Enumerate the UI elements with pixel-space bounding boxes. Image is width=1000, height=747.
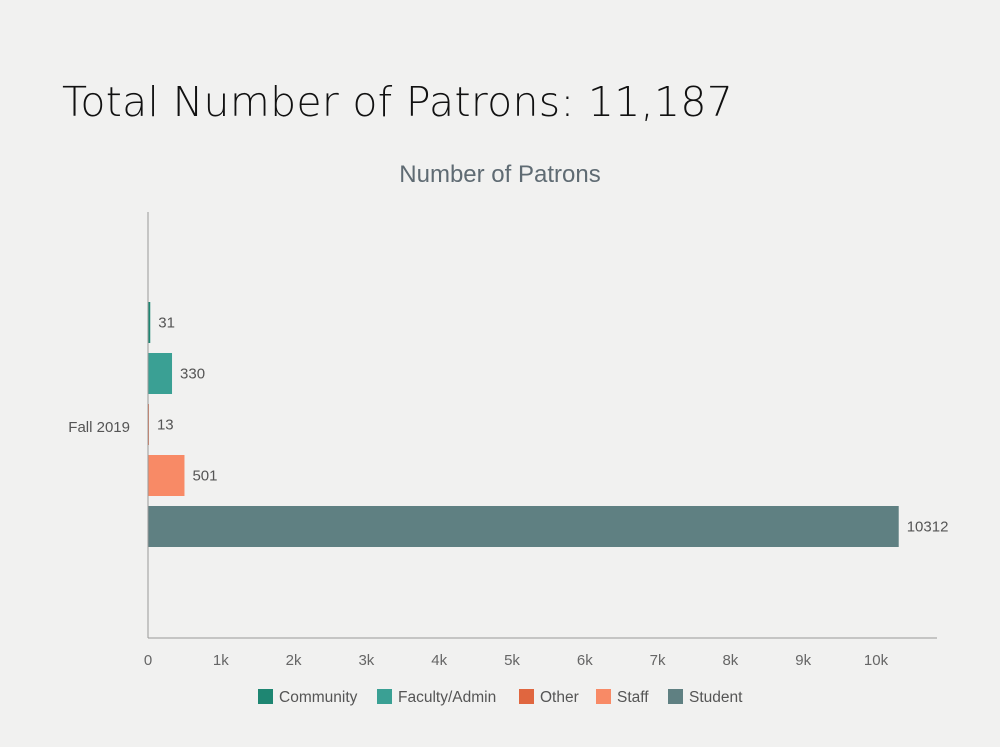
bar-student[interactable]: [148, 506, 899, 547]
x-tick-label: 2k: [286, 652, 302, 669]
data-label-staff: 501: [192, 468, 217, 485]
chart-title: Number of Patrons: [399, 161, 600, 188]
legend-swatch-faculty-admin[interactable]: [377, 689, 392, 704]
data-label-community: 31: [158, 315, 175, 332]
bar-community[interactable]: [148, 302, 151, 343]
legend-swatch-community[interactable]: [258, 689, 273, 704]
x-tick-label: 0: [144, 652, 152, 669]
legend-label-student[interactable]: Student: [689, 689, 743, 706]
x-tick-label: 3k: [358, 652, 374, 669]
x-tick-label: 7k: [650, 652, 666, 669]
x-tick-label: 6k: [577, 652, 593, 669]
page-title: Total Number of Patrons: 11,187: [62, 78, 734, 126]
x-tick-label: 8k: [722, 652, 738, 669]
legend-label-faculty-admin[interactable]: Faculty/Admin: [398, 689, 496, 706]
bar-staff[interactable]: [148, 455, 185, 496]
x-tick-label: 9k: [795, 652, 811, 669]
bar-faculty-admin[interactable]: [148, 353, 173, 394]
x-tick-label: 10k: [864, 652, 889, 669]
data-label-other: 13: [157, 417, 174, 434]
legend-label-other[interactable]: Other: [540, 689, 579, 706]
legend-swatch-student[interactable]: [668, 689, 683, 704]
data-label-faculty-admin: 330: [180, 366, 205, 383]
legend-swatch-staff[interactable]: [596, 689, 611, 704]
x-tick-label: 4k: [431, 652, 447, 669]
legend-label-staff[interactable]: Staff: [617, 689, 649, 706]
data-label-student: 10312: [907, 519, 949, 536]
x-tick-label: 5k: [504, 652, 520, 669]
legend-swatch-other[interactable]: [519, 689, 534, 704]
x-tick-label: 1k: [213, 652, 229, 669]
legend-label-community[interactable]: Community: [279, 689, 358, 706]
category-label: Fall 2019: [68, 419, 130, 436]
